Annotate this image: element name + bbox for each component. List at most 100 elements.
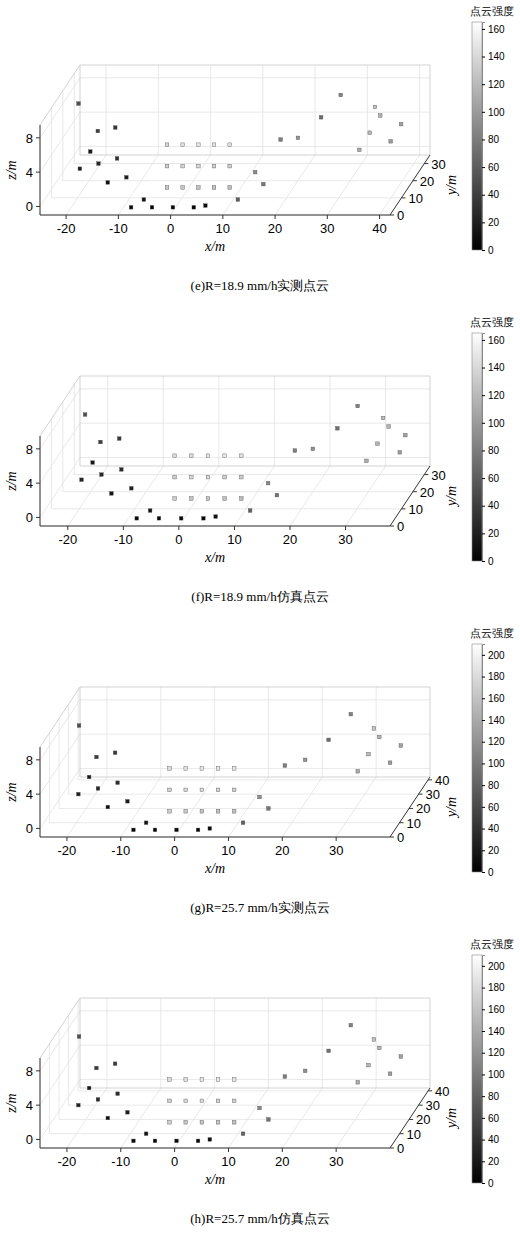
point — [358, 148, 362, 152]
grid-line — [40, 1011, 80, 1071]
y-tick — [428, 1090, 432, 1091]
colorbar-tick-label: 120 — [488, 736, 505, 747]
x-tick-label: -10 — [111, 1154, 130, 1169]
y-axis-title: y/m — [444, 797, 459, 819]
z-axis-line — [40, 436, 41, 526]
y-tick-label: 30 — [431, 157, 445, 172]
x-tick — [174, 837, 175, 841]
colorbar-tick-label: 160 — [488, 24, 505, 35]
z-tick-label: 0 — [26, 199, 33, 214]
y-tick-label: 30 — [431, 468, 445, 483]
points — [77, 1023, 403, 1142]
grid-line — [59, 808, 409, 809]
colorbar-tick: 40 — [482, 189, 500, 200]
x-axis-title: x/m — [204, 550, 225, 565]
point — [228, 143, 232, 147]
y-tick — [400, 1133, 404, 1134]
y-tick — [413, 491, 417, 492]
x-tick-label: 0 — [175, 532, 182, 547]
point — [373, 105, 377, 109]
point — [91, 461, 95, 465]
pane-edge — [80, 155, 430, 156]
point — [113, 751, 117, 755]
colorbar-tick-mark — [482, 1031, 485, 1032]
point — [168, 1099, 172, 1103]
x-tick-label: 0 — [171, 843, 178, 858]
point — [223, 497, 227, 501]
z-tick-label: 4 — [26, 476, 33, 491]
grid-line — [123, 466, 163, 526]
grid-line — [40, 734, 80, 794]
point — [130, 486, 134, 490]
point — [168, 788, 172, 792]
point — [311, 447, 315, 451]
grid-line — [80, 1045, 430, 1046]
colorbar-tick-mark — [482, 829, 485, 830]
point — [153, 828, 157, 832]
point — [223, 454, 227, 458]
colorbar-tick-label: 120 — [488, 1047, 505, 1058]
pane-edge — [40, 687, 80, 747]
point — [240, 497, 244, 501]
point — [228, 186, 232, 190]
grid-line — [80, 1079, 430, 1080]
point — [117, 437, 121, 441]
panel: -20-100102030400102030048x/my/mz/m020406… — [4, 5, 514, 293]
x-axis-line — [40, 837, 390, 838]
colorbar-tick: 40 — [482, 823, 500, 834]
point — [200, 1099, 204, 1103]
x-tick — [228, 1148, 229, 1152]
grid-line — [80, 768, 430, 769]
point — [389, 139, 393, 143]
colorbar-tick: 80 — [482, 134, 500, 145]
y-tick-label: 40 — [435, 773, 449, 788]
point — [173, 475, 177, 479]
point — [232, 1120, 236, 1124]
grid-line — [51, 508, 401, 509]
point — [365, 459, 369, 463]
y-tick-label: 20 — [416, 801, 430, 816]
colorbar-tick-mark — [482, 57, 485, 58]
z-tick — [36, 759, 40, 760]
y-tick-label: 20 — [416, 1112, 430, 1127]
colorbar-tick: 60 — [482, 473, 500, 484]
grid — [40, 687, 430, 837]
colorbar-tick: 140 — [482, 1026, 505, 1037]
colorbar-tick: 160 — [482, 1004, 505, 1015]
point — [115, 157, 119, 161]
colorbar-tick: 20 — [482, 217, 500, 228]
point — [113, 1062, 117, 1066]
colorbar-tick: 20 — [482, 845, 500, 856]
grid-line — [160, 998, 161, 1088]
axes: -20-100102030400102030048 — [26, 125, 446, 236]
panel: -20-1001020300102030048x/my/mz/m02040608… — [4, 316, 514, 604]
point — [96, 1098, 100, 1102]
axes: -20-1001020300102030048 — [26, 436, 446, 547]
caption: (g)R=25.7 mm/h实测点云 — [190, 900, 330, 915]
point — [208, 827, 212, 831]
point — [168, 1120, 172, 1124]
point — [356, 1080, 360, 1084]
point — [87, 775, 91, 779]
point — [303, 1069, 307, 1073]
x-tick — [234, 526, 235, 530]
y-tick — [390, 837, 394, 838]
colorbar-tick-label: 20 — [488, 217, 500, 228]
point — [110, 492, 114, 496]
x-tick — [170, 215, 171, 219]
panel: -20-100102030010203040048x/my/mz/m020406… — [4, 627, 514, 915]
colorbar-tick: 140 — [482, 362, 505, 373]
colorbar-tick-mark — [482, 677, 485, 678]
colorbar-tick-mark — [482, 742, 485, 743]
z-tick — [36, 1070, 40, 1071]
point — [184, 1078, 188, 1082]
pane-edge — [430, 687, 431, 777]
frame — [40, 376, 430, 466]
colorbar-tick-mark — [482, 423, 485, 424]
z-tick — [36, 1139, 40, 1140]
grid-line — [160, 687, 161, 777]
grid-line — [380, 155, 420, 215]
point — [303, 758, 307, 762]
colorbar-tick-label: 60 — [488, 1113, 500, 1124]
grid-line — [78, 1090, 428, 1091]
